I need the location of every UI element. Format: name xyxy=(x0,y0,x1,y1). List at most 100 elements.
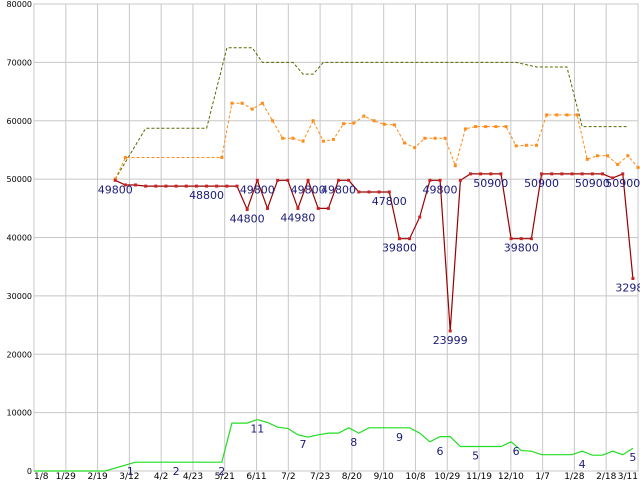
point-marker-middle xyxy=(382,122,386,126)
price-data-label: 32980 xyxy=(615,281,640,294)
point-marker-price xyxy=(337,178,341,182)
price-data-label: 48800 xyxy=(189,189,224,202)
point-marker-price xyxy=(529,237,533,241)
point-marker-price xyxy=(245,207,249,211)
point-marker-price xyxy=(134,183,138,187)
point-marker-price xyxy=(255,178,259,182)
point-marker-price xyxy=(377,190,381,194)
count-data-label: 6 xyxy=(513,445,520,458)
point-marker-price xyxy=(144,184,148,188)
point-marker-price xyxy=(540,172,544,176)
point-marker-price xyxy=(631,276,635,280)
point-marker-price xyxy=(397,237,401,241)
point-marker-price xyxy=(205,184,209,188)
point-marker-middle xyxy=(230,101,234,105)
point-marker-middle xyxy=(595,154,599,158)
count-data-label: 5 xyxy=(472,449,479,462)
point-marker-price xyxy=(113,178,117,182)
point-marker-price xyxy=(215,184,219,188)
y-tick-label: 60000 xyxy=(7,117,32,126)
point-marker-price xyxy=(509,237,513,241)
x-tick-label: 7/2 xyxy=(281,472,295,480)
point-marker-price xyxy=(154,184,158,188)
point-marker-price xyxy=(469,172,473,176)
x-tick-label: 3/11 xyxy=(618,472,638,480)
point-marker-price xyxy=(326,206,330,210)
price-data-label: 44980 xyxy=(280,211,315,224)
point-marker-middle xyxy=(494,125,498,129)
point-marker-middle xyxy=(534,143,538,147)
point-marker-price xyxy=(560,172,564,176)
point-marker-middle xyxy=(260,101,264,105)
price-data-label: 49800 xyxy=(321,183,356,196)
point-marker-middle xyxy=(636,165,640,169)
axes: 0 10000 20000 30000 40000 50000 60000 70000 8000… xyxy=(7,0,638,480)
point-marker-price xyxy=(184,184,188,188)
point-marker-price xyxy=(570,172,574,176)
count-data-label: 6 xyxy=(437,445,444,458)
point-marker-middle xyxy=(291,136,295,140)
x-tick-label: 8/20 xyxy=(342,472,362,480)
y-tick-label: 20000 xyxy=(7,350,32,359)
x-tick-label: 3/12 xyxy=(119,472,139,480)
point-marker-middle xyxy=(331,137,335,141)
price-data-label: 49800 xyxy=(98,183,133,196)
y-tick-label: 80000 xyxy=(7,0,32,9)
price-data-label: 49800 xyxy=(240,183,275,196)
point-marker-price xyxy=(347,178,351,182)
point-marker-middle xyxy=(555,113,559,117)
count-data-label: 8 xyxy=(350,436,357,449)
point-marker-middle xyxy=(545,113,549,117)
point-marker-price xyxy=(306,178,310,182)
point-marker-price xyxy=(194,184,198,188)
y-tick-label: 70000 xyxy=(7,58,32,67)
count-data-label: 11 xyxy=(250,423,264,436)
price-data-label: 49800 xyxy=(291,183,326,196)
point-marker-middle xyxy=(443,136,447,140)
point-marker-price xyxy=(479,172,483,176)
point-marker-price xyxy=(296,206,300,210)
point-marker-price xyxy=(448,329,452,333)
point-marker-price xyxy=(590,172,594,176)
count-data-label: 9 xyxy=(396,431,403,444)
x-tick-label: 10/8 xyxy=(405,472,425,480)
point-marker-price xyxy=(367,190,371,194)
point-marker-price xyxy=(611,176,615,180)
price-data-label: 23999 xyxy=(433,334,468,347)
x-tick-label: 1/7 xyxy=(535,472,549,480)
point-marker-middle xyxy=(453,164,457,168)
point-marker-middle xyxy=(524,143,528,147)
x-tick-label: 7/23 xyxy=(310,472,330,480)
point-marker-middle xyxy=(484,125,488,129)
point-marker-middle xyxy=(372,119,376,123)
y-tick-label: 40000 xyxy=(7,234,32,243)
point-marker-price xyxy=(458,178,462,182)
point-marker-price xyxy=(235,184,239,188)
point-marker-middle xyxy=(626,154,630,158)
point-marker-middle xyxy=(352,121,356,125)
count-data-label: 5 xyxy=(629,451,636,464)
x-tick-label: 10/29 xyxy=(434,472,460,480)
point-marker-middle xyxy=(463,127,467,131)
point-marker-middle xyxy=(413,146,417,150)
price-data-label: 50900 xyxy=(473,177,508,190)
point-marker-middle xyxy=(423,136,427,140)
point-marker-middle xyxy=(321,139,325,143)
point-marker-price xyxy=(357,190,361,194)
point-marker-price xyxy=(164,184,168,188)
point-marker-price xyxy=(387,190,391,194)
point-marker-price xyxy=(265,206,269,210)
point-marker-middle xyxy=(392,123,396,127)
point-marker-middle xyxy=(565,113,569,117)
y-tick-label: 50000 xyxy=(7,175,32,184)
count-data-label: 2 xyxy=(173,465,180,478)
point-marker-middle xyxy=(271,119,275,123)
x-tick-label: 9/10 xyxy=(374,472,394,480)
point-marker-price xyxy=(519,237,523,241)
point-marker-price xyxy=(550,172,554,176)
point-marker-middle xyxy=(504,125,508,129)
point-marker-middle xyxy=(474,125,478,129)
x-tick-label: 12/10 xyxy=(498,472,524,480)
count-data-label: 2 xyxy=(218,465,225,478)
